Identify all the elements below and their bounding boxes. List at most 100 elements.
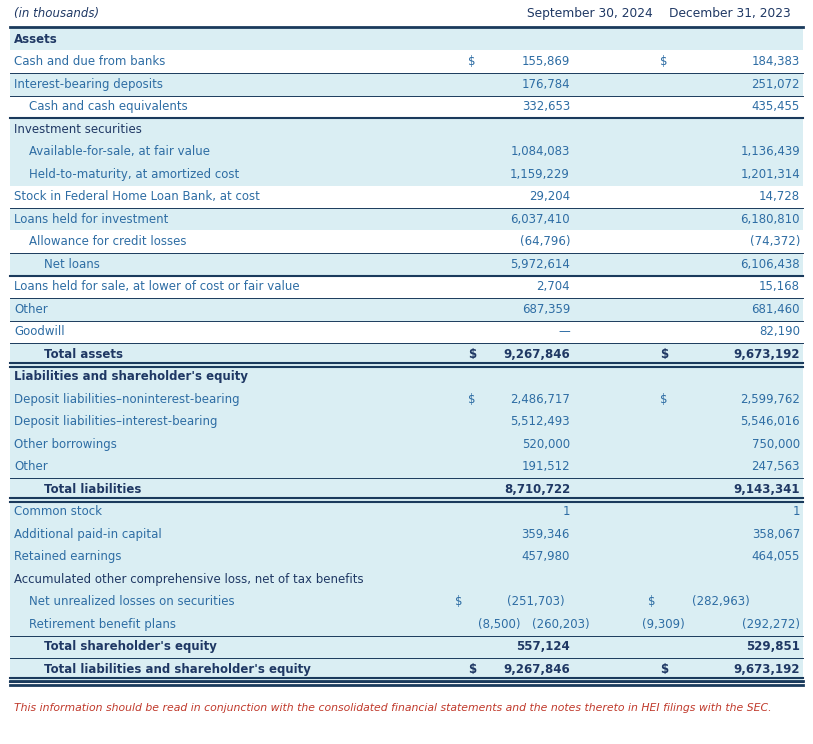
Text: $: $ <box>468 347 476 361</box>
Text: 681,460: 681,460 <box>751 303 800 315</box>
Text: 750,000: 750,000 <box>752 437 800 451</box>
Bar <box>10 635 803 658</box>
Text: 9,267,846: 9,267,846 <box>503 663 570 676</box>
Bar <box>10 185 803 208</box>
Bar <box>10 51 803 73</box>
Text: Goodwill: Goodwill <box>14 325 64 339</box>
Bar <box>10 658 803 681</box>
Text: 8,710,722: 8,710,722 <box>504 483 570 496</box>
Text: Accumulated other comprehensive loss, net of tax benefits: Accumulated other comprehensive loss, ne… <box>14 573 363 586</box>
Text: 9,673,192: 9,673,192 <box>733 663 800 676</box>
Bar <box>10 478 803 501</box>
Text: September 30, 2024: September 30, 2024 <box>527 7 653 21</box>
Text: Allowance for credit losses: Allowance for credit losses <box>29 235 186 248</box>
Bar <box>10 321 803 343</box>
Bar <box>10 163 803 185</box>
Text: Investment securities: Investment securities <box>14 123 142 135</box>
Text: 1,084,083: 1,084,083 <box>511 145 570 158</box>
Text: $: $ <box>468 393 476 405</box>
Text: 2,486,717: 2,486,717 <box>510 393 570 405</box>
Bar <box>10 411 803 433</box>
Bar <box>10 365 803 388</box>
Text: 457,980: 457,980 <box>522 551 570 563</box>
Text: 251,072: 251,072 <box>751 78 800 91</box>
Text: Interest-bearing deposits: Interest-bearing deposits <box>14 78 163 91</box>
Text: Total liabilities: Total liabilities <box>44 483 141 496</box>
Text: 1,136,439: 1,136,439 <box>741 145 800 158</box>
Text: 184,383: 184,383 <box>752 55 800 68</box>
Text: Stock in Federal Home Loan Bank, at cost: Stock in Federal Home Loan Bank, at cost <box>14 190 260 203</box>
Text: $: $ <box>660 347 668 361</box>
Bar <box>10 501 803 523</box>
Text: (282,963): (282,963) <box>692 595 750 609</box>
Text: Retained earnings: Retained earnings <box>14 551 121 563</box>
Text: This information should be read in conjunction with the consolidated financial s: This information should be read in conju… <box>14 702 772 713</box>
Text: 529,851: 529,851 <box>746 641 800 653</box>
Text: 435,455: 435,455 <box>752 100 800 113</box>
Text: $: $ <box>648 595 655 609</box>
Text: 5,972,614: 5,972,614 <box>510 257 570 271</box>
Bar <box>10 208 803 231</box>
Bar <box>10 455 803 478</box>
Text: 1: 1 <box>793 505 800 519</box>
Bar <box>10 343 803 365</box>
Text: 5,546,016: 5,546,016 <box>741 415 800 429</box>
Bar <box>10 523 803 545</box>
Text: 191,512: 191,512 <box>521 461 570 473</box>
Bar <box>10 253 803 275</box>
Text: Net loans: Net loans <box>44 257 100 271</box>
Text: Loans held for investment: Loans held for investment <box>14 213 168 225</box>
Bar <box>10 613 803 635</box>
Text: (74,372): (74,372) <box>750 235 800 248</box>
Text: Cash and due from banks: Cash and due from banks <box>14 55 165 68</box>
Text: $: $ <box>455 595 463 609</box>
Text: 1,159,229: 1,159,229 <box>510 167 570 181</box>
Text: (292,272): (292,272) <box>742 618 800 631</box>
Text: 9,673,192: 9,673,192 <box>733 347 800 361</box>
Text: Other: Other <box>14 303 48 315</box>
Text: 6,037,410: 6,037,410 <box>511 213 570 225</box>
Text: Deposit liabilities–noninterest-bearing: Deposit liabilities–noninterest-bearing <box>14 393 240 405</box>
Bar <box>10 298 803 321</box>
Text: Retirement benefit plans: Retirement benefit plans <box>29 618 176 631</box>
Bar <box>10 231 803 253</box>
Text: 1: 1 <box>563 505 570 519</box>
Text: Cash and cash equivalents: Cash and cash equivalents <box>29 100 188 113</box>
Bar <box>10 568 803 591</box>
Text: 247,563: 247,563 <box>751 461 800 473</box>
Text: Loans held for sale, at lower of cost or fair value: Loans held for sale, at lower of cost or… <box>14 280 300 293</box>
Text: $: $ <box>468 55 476 68</box>
Text: 82,190: 82,190 <box>759 325 800 339</box>
Bar <box>10 73 803 95</box>
Bar <box>10 433 803 455</box>
Text: 6,180,810: 6,180,810 <box>741 213 800 225</box>
Text: Assets: Assets <box>14 33 58 45</box>
Text: (251,703): (251,703) <box>507 595 565 609</box>
Text: Deposit liabilities–interest-bearing: Deposit liabilities–interest-bearing <box>14 415 218 429</box>
Bar <box>10 275 803 298</box>
Text: $: $ <box>468 663 476 676</box>
Text: 1,201,314: 1,201,314 <box>741 167 800 181</box>
Text: Other: Other <box>14 461 48 473</box>
Bar <box>10 591 803 613</box>
Text: Common stock: Common stock <box>14 505 102 519</box>
Bar <box>10 95 803 118</box>
Text: 14,728: 14,728 <box>759 190 800 203</box>
Text: 9,143,341: 9,143,341 <box>733 483 800 496</box>
Text: Held-to-maturity, at amortized cost: Held-to-maturity, at amortized cost <box>29 167 239 181</box>
Text: 464,055: 464,055 <box>752 551 800 563</box>
Text: (in thousands): (in thousands) <box>14 7 99 21</box>
Text: (8,500): (8,500) <box>477 618 520 631</box>
Text: $: $ <box>660 393 667 405</box>
Text: Net unrealized losses on securities: Net unrealized losses on securities <box>29 595 235 609</box>
Text: 359,346: 359,346 <box>522 527 570 541</box>
Bar <box>10 28 803 51</box>
Text: $: $ <box>660 55 667 68</box>
Text: —: — <box>559 325 570 339</box>
Text: (64,796): (64,796) <box>520 235 570 248</box>
Text: 687,359: 687,359 <box>522 303 570 315</box>
Bar <box>10 141 803 163</box>
Text: Other borrowings: Other borrowings <box>14 437 117 451</box>
Text: 332,653: 332,653 <box>522 100 570 113</box>
Text: $: $ <box>660 663 668 676</box>
